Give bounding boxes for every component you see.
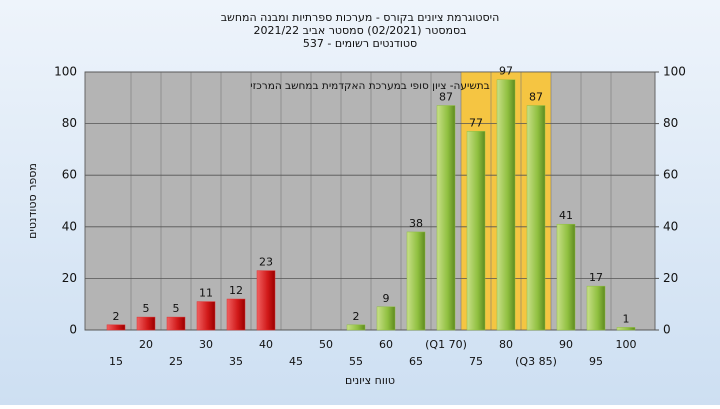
value-label: 12	[229, 284, 243, 297]
x-tick-label: 30	[199, 338, 213, 351]
bar	[196, 301, 216, 331]
value-label: 87	[439, 91, 453, 104]
subtitle: בסמסטר (02/2021) סמסטר אביב 2021/22	[253, 24, 466, 37]
x-tick-label: 35	[229, 355, 243, 368]
x-tick-label: 40	[259, 338, 273, 351]
value-label: 5	[173, 302, 180, 315]
x-tick-label: 45	[289, 355, 303, 368]
bar	[616, 327, 636, 331]
y2-tick-label: 0	[663, 323, 671, 337]
bar	[586, 285, 606, 331]
x-tick-label: 95	[589, 355, 603, 368]
y2-tick-label: 60	[663, 168, 678, 182]
value-label: 17	[589, 271, 603, 284]
x-tick-label: 25	[169, 355, 183, 368]
bar	[106, 324, 126, 331]
bar	[256, 270, 276, 331]
value-label: 9	[383, 292, 390, 305]
value-label: 2	[113, 310, 120, 323]
y-tick-label: 20	[62, 271, 77, 285]
value-label: 23	[259, 256, 273, 269]
x-tick-label: 15	[109, 355, 123, 368]
y-tick-label: 0	[69, 323, 77, 337]
y2-tick-label: 100	[663, 65, 686, 79]
x-tick-label: 55	[349, 355, 363, 368]
bar	[406, 231, 426, 331]
value-label: 41	[559, 209, 573, 222]
annotation: בתשיעה- ציון סופי במערכת האקדמית במחשב ה…	[250, 80, 490, 92]
x-tick-label: 60	[379, 338, 393, 351]
bar	[166, 316, 186, 331]
value-label: 11	[199, 287, 213, 300]
value-label: 2	[353, 310, 360, 323]
bar	[226, 298, 246, 331]
y-axis-title: מספר סטודנטים	[26, 163, 39, 239]
value-label: 1	[623, 312, 630, 325]
value-label: 5	[143, 302, 150, 315]
subtitle: סטודנטים רשומים - 537	[303, 37, 417, 50]
x-tick-label: (Q1 70)	[425, 338, 467, 351]
bar	[436, 105, 456, 331]
y2-tick-label: 40	[663, 219, 678, 233]
bar	[526, 105, 546, 331]
y-tick-label: 100	[54, 65, 77, 79]
bar	[376, 306, 396, 331]
value-label: 77	[469, 116, 483, 129]
y-tick-label: 80	[62, 116, 77, 130]
y2-tick-label: 20	[663, 271, 678, 285]
x-axis-title: טווח ציונים	[345, 374, 395, 387]
value-label: 87	[529, 91, 543, 104]
value-label: 97	[499, 65, 513, 78]
bar	[466, 131, 486, 331]
y-tick-label: 60	[62, 168, 77, 182]
bar	[496, 79, 516, 331]
x-tick-label: 75	[469, 355, 483, 368]
y-tick-label: 40	[62, 219, 77, 233]
chart-title: היסטוגרמת ציונים בקורס - מערכות ספרתיות …	[221, 11, 500, 24]
bar	[346, 324, 366, 331]
value-label: 38	[409, 217, 423, 230]
x-tick-label: 100	[616, 338, 637, 351]
x-tick-label: 50	[319, 338, 333, 351]
bar	[136, 316, 156, 331]
x-tick-label: 80	[499, 338, 513, 351]
x-tick-label: (Q3 85)	[515, 355, 557, 368]
bar	[556, 223, 576, 331]
x-tick-label: 20	[139, 338, 153, 351]
x-tick-label: 90	[559, 338, 573, 351]
x-tick-label: 65	[409, 355, 423, 368]
y2-tick-label: 80	[663, 116, 678, 130]
